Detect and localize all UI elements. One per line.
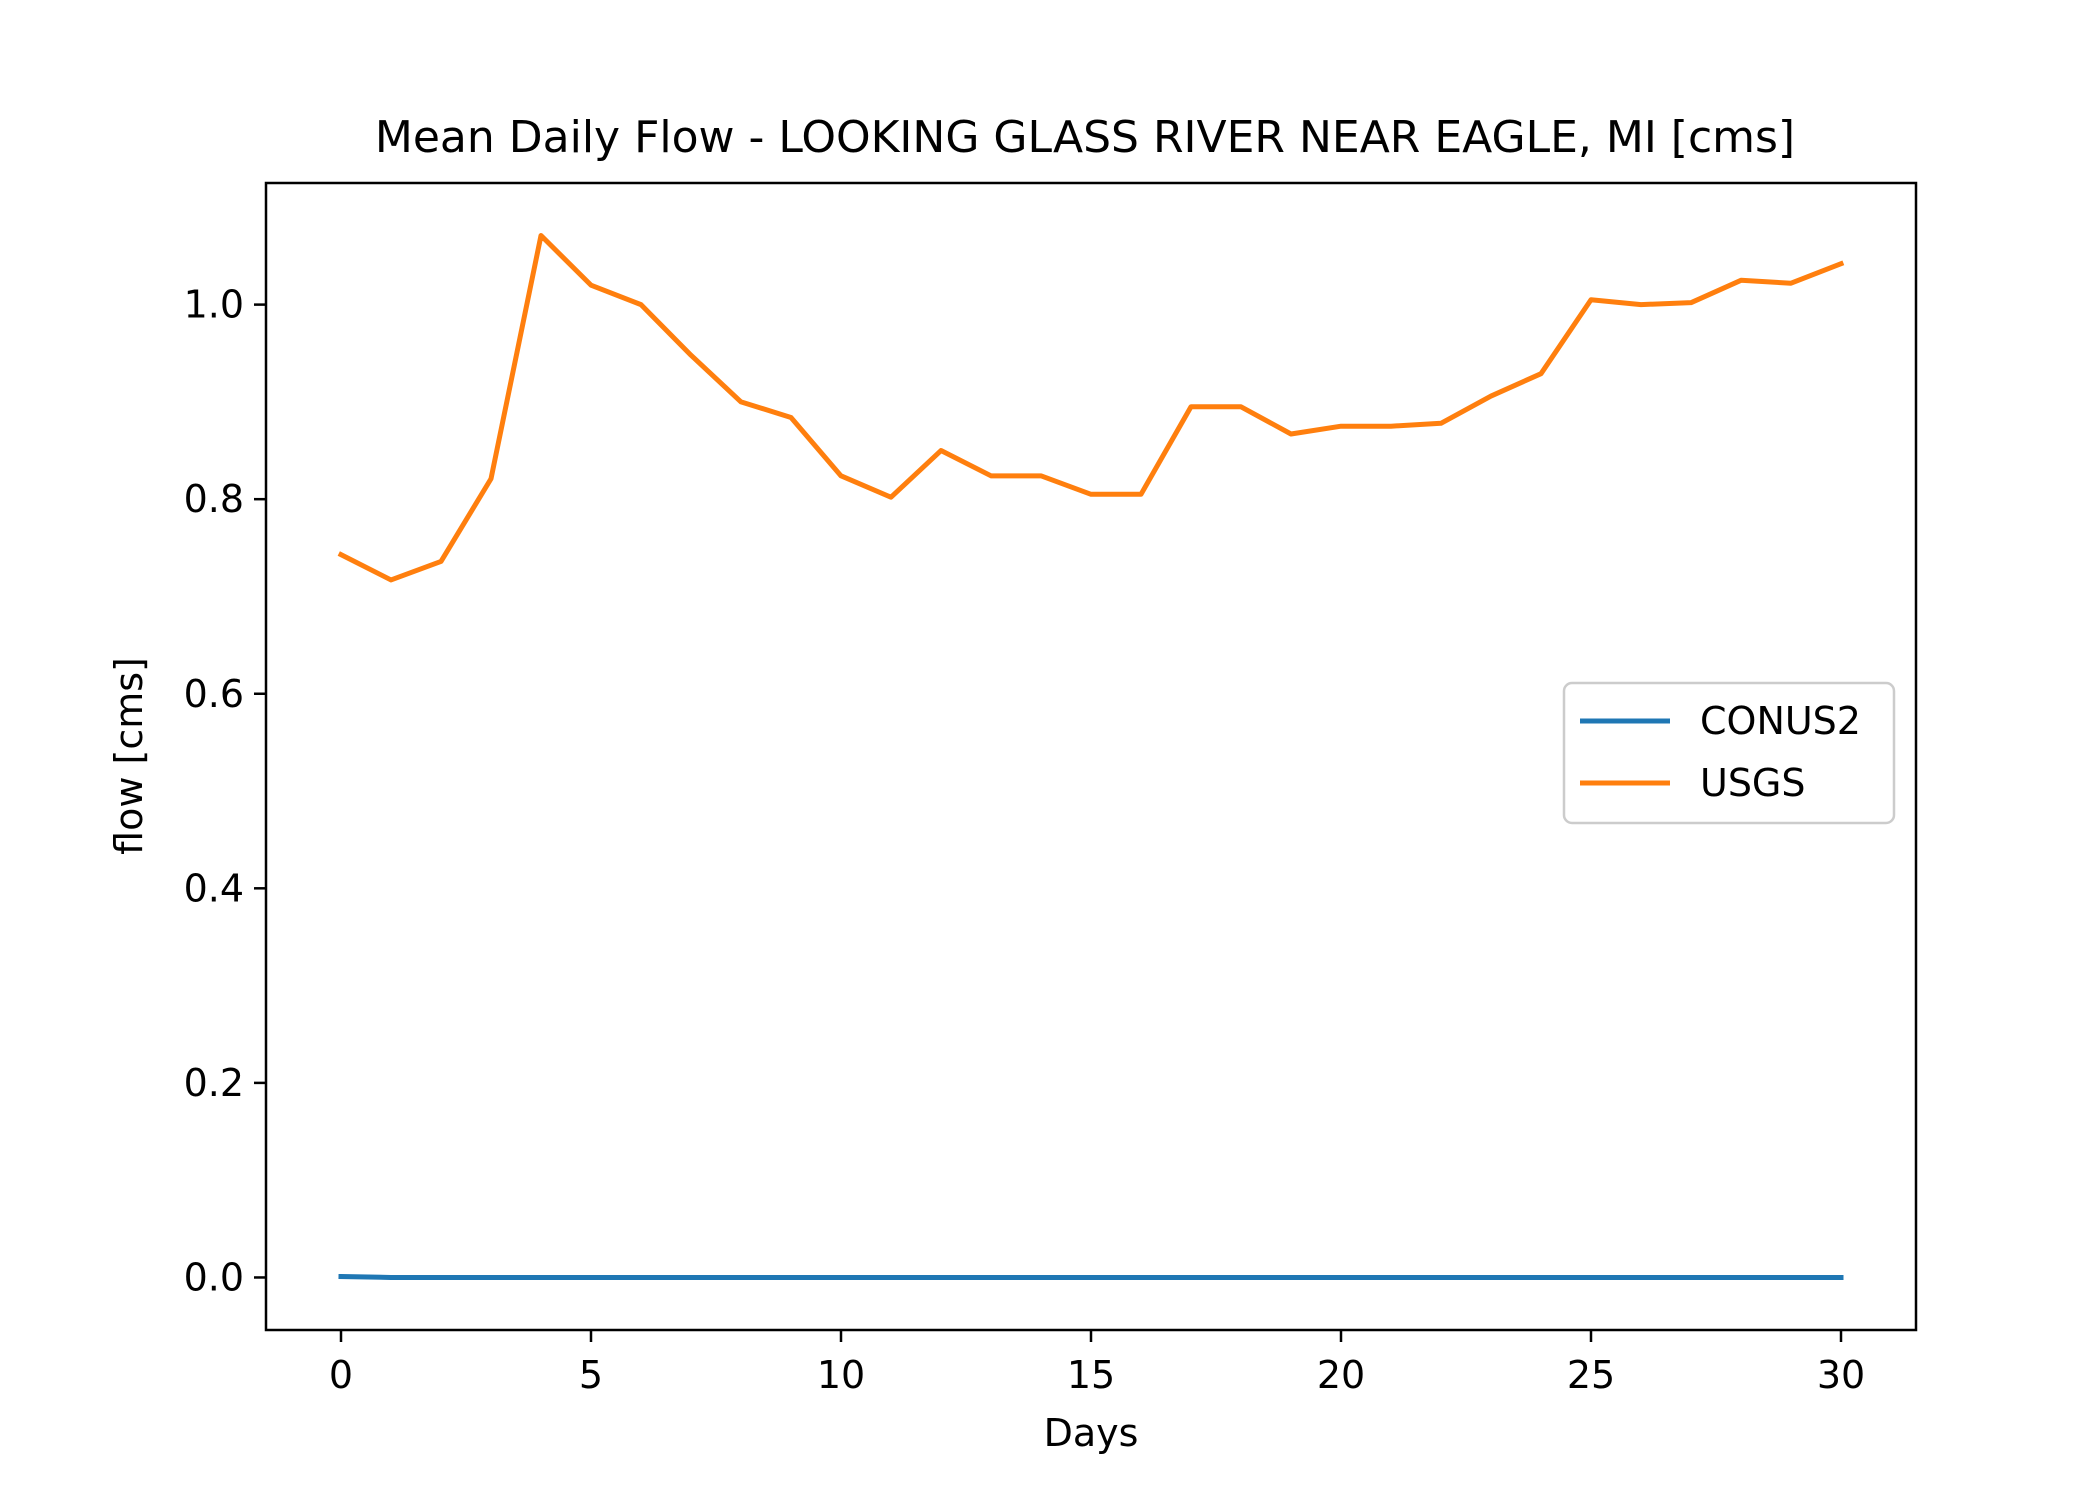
y-tick-label: 0.0 (184, 1255, 244, 1299)
series-line-conus2 (338, 1273, 1844, 1280)
x-tick-label: 30 (1817, 1353, 1865, 1397)
y-tick-label: 1.0 (184, 283, 244, 327)
legend-label-usgs: USGS (1700, 761, 1806, 805)
y-tick-label: 0.4 (184, 866, 244, 910)
x-tick-label: 25 (1567, 1353, 1615, 1397)
x-axis: 0 5 10 15 20 25 30 (329, 1330, 1865, 1397)
x-tick-label: 20 (1317, 1353, 1365, 1397)
x-tick-label: 0 (329, 1353, 353, 1397)
x-tick-label: 15 (1067, 1353, 1115, 1397)
y-axis-label: flow [cms] (107, 657, 151, 855)
series-line-usgs (337, 233, 1845, 583)
y-tick-label: 0.8 (184, 477, 244, 521)
series-layer (337, 233, 1845, 1280)
y-axis: 0.0 0.2 0.4 0.6 0.8 1.0 (184, 283, 266, 1299)
x-tick-label: 10 (817, 1353, 865, 1397)
x-axis-label: Days (1044, 1411, 1139, 1455)
y-tick-label: 0.6 (184, 672, 244, 716)
legend: CONUS2 USGS (1562, 681, 1896, 825)
chart-title: Mean Daily Flow - LOOKING GLASS RIVER NE… (375, 112, 1795, 163)
x-tick-label: 5 (579, 1353, 603, 1397)
y-tick-label: 0.2 (184, 1061, 244, 1105)
legend-box (1562, 681, 1896, 825)
legend-label-conus2: CONUS2 (1700, 699, 1861, 743)
